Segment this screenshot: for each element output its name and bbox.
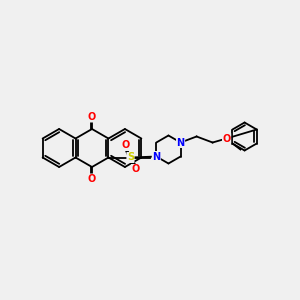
Text: N: N — [152, 152, 160, 161]
Text: O: O — [121, 140, 130, 151]
Text: O: O — [88, 112, 96, 122]
Text: N: N — [176, 137, 184, 148]
Text: O: O — [223, 134, 231, 143]
Text: S: S — [127, 152, 134, 163]
Text: O: O — [131, 164, 140, 175]
Text: O: O — [88, 174, 96, 184]
